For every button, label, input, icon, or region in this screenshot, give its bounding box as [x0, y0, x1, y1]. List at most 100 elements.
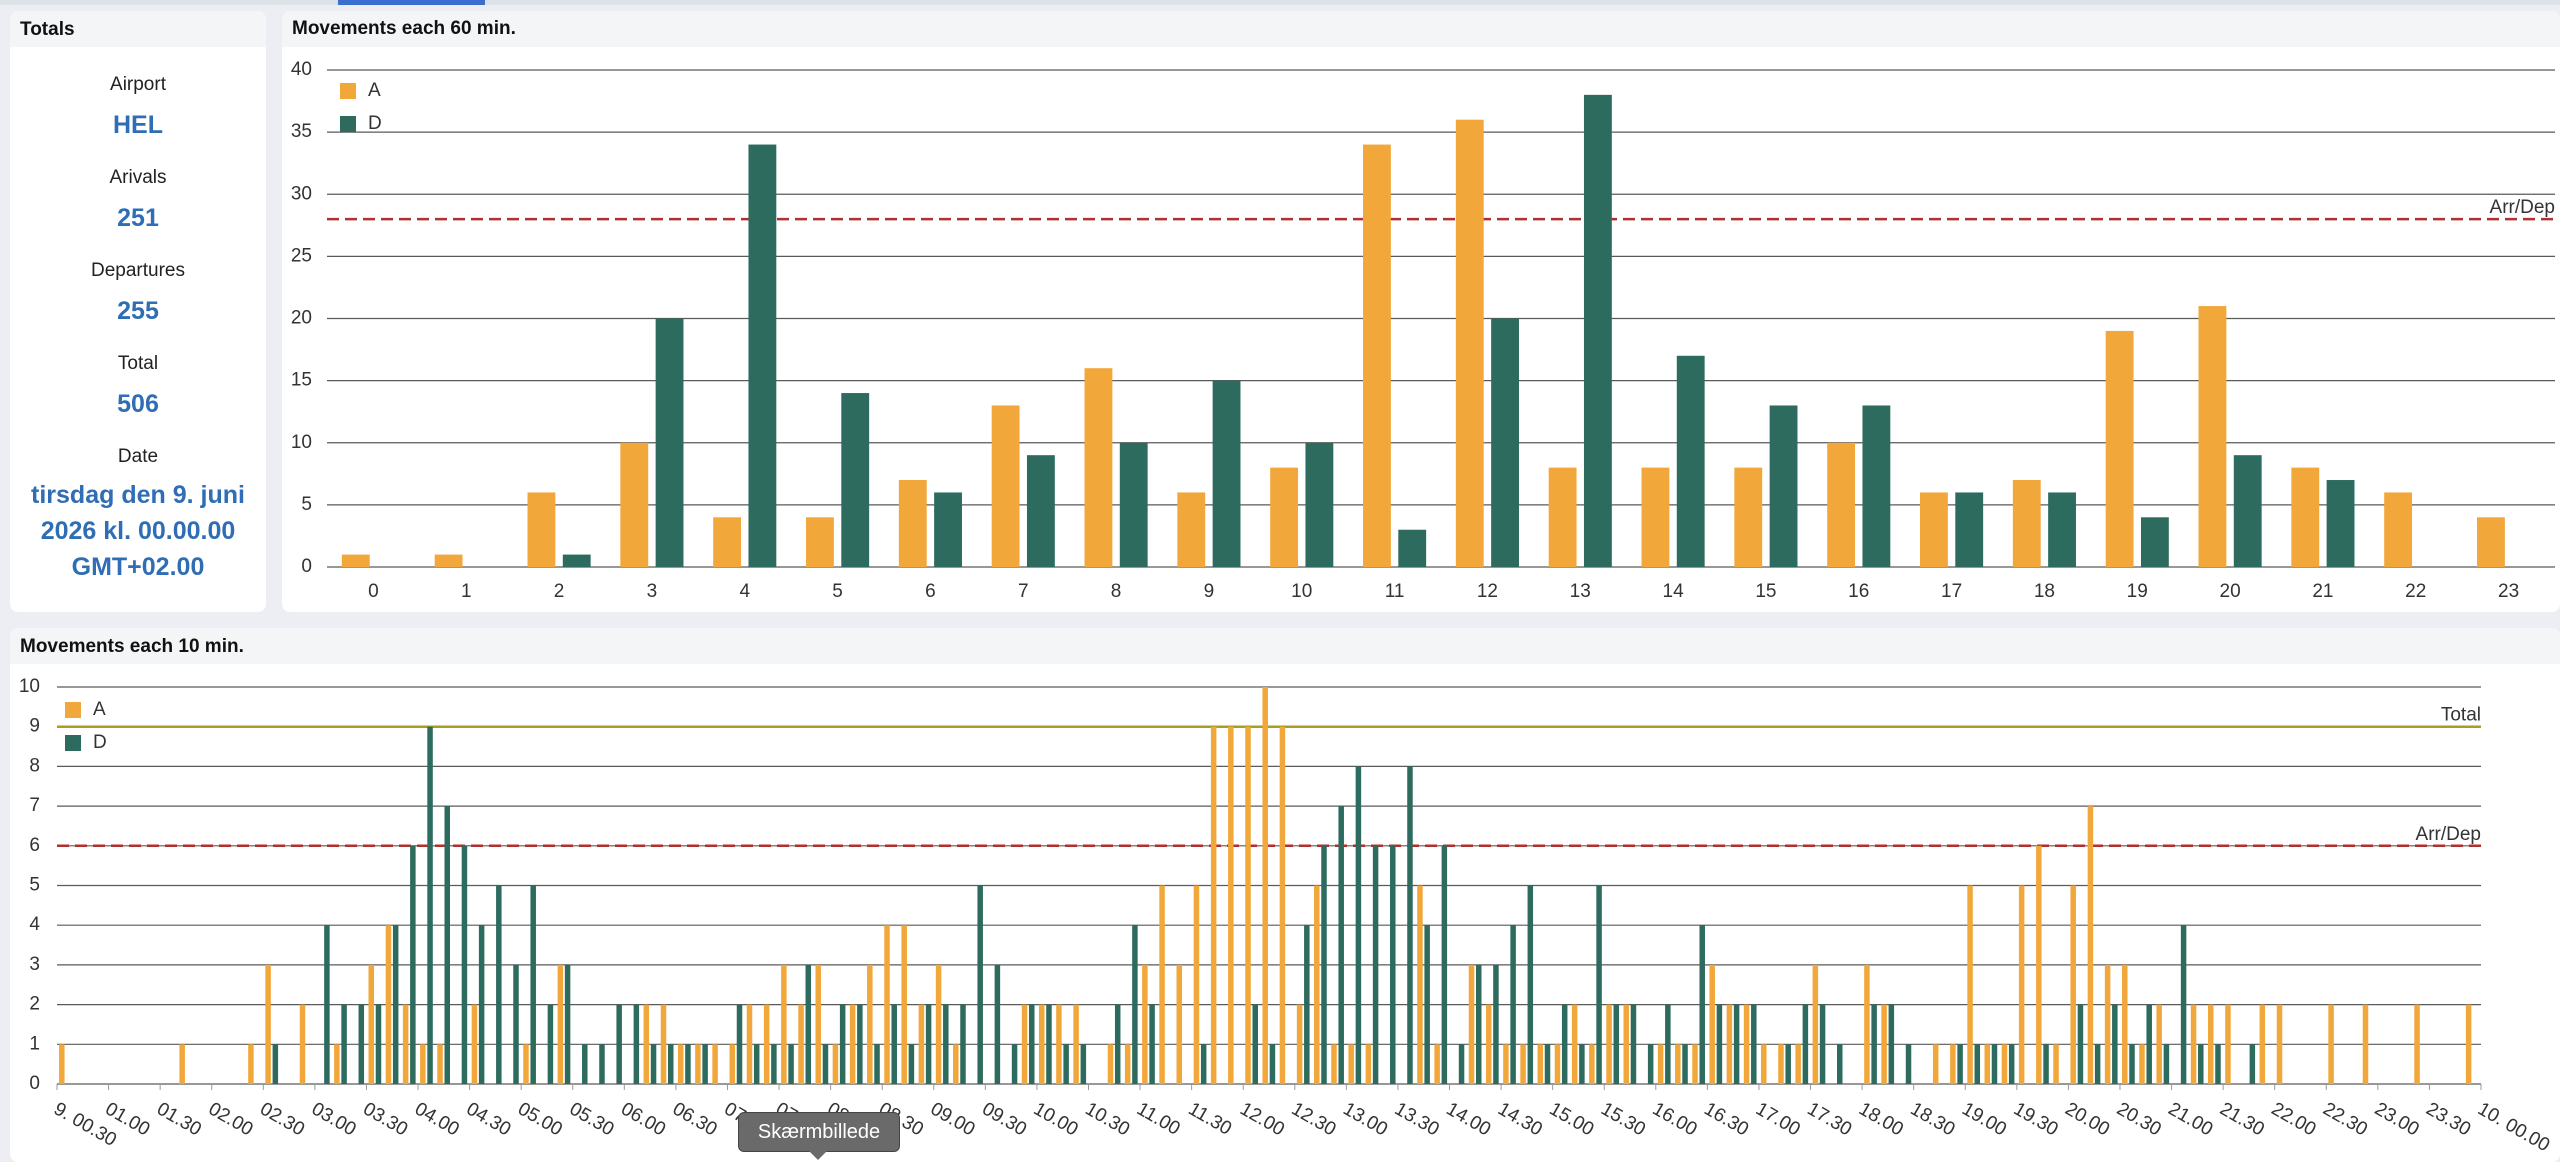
bar	[1212, 380, 1241, 567]
bar	[874, 1044, 880, 1084]
bar	[1441, 845, 1448, 1084]
x-tick-label: 2	[554, 581, 565, 602]
bar	[1038, 1004, 1045, 1084]
total-value: 506	[117, 390, 159, 418]
bar	[496, 885, 502, 1084]
bar	[943, 1004, 949, 1084]
bar	[1682, 1044, 1688, 1084]
x-tick-label: 23.30	[2422, 1098, 2474, 1140]
bar	[677, 1044, 684, 1084]
y-tick-label: 3	[29, 954, 40, 975]
bar	[341, 554, 370, 567]
bar	[385, 925, 392, 1084]
x-tick-label: 12	[1477, 581, 1498, 602]
bar	[908, 1044, 915, 1084]
x-tick-label: 17.00	[1752, 1098, 1804, 1140]
y-tick-label: 2	[29, 994, 40, 1015]
bar	[2198, 306, 2227, 567]
x-tick-label: 22.30	[2319, 1098, 2371, 1140]
bar	[1548, 467, 1577, 567]
bar	[1743, 1004, 1750, 1084]
bar	[1561, 1004, 1568, 1084]
bar	[1073, 1004, 1079, 1084]
bar	[530, 885, 536, 1084]
bar	[633, 1004, 640, 1084]
bar	[1176, 964, 1183, 1084]
x-tick-label: 02.30	[256, 1098, 308, 1140]
bar	[806, 517, 834, 567]
bar	[1579, 1044, 1585, 1084]
y-tick-label: 0	[29, 1073, 40, 1094]
y-tick-label: 10	[19, 676, 40, 697]
bar	[478, 925, 485, 1084]
bar	[1080, 1044, 1087, 1084]
y-tick-label: 10	[291, 432, 312, 453]
x-tick-label: 22.00	[2268, 1098, 2320, 1140]
y-tick-label: 0	[301, 556, 312, 577]
bar	[815, 964, 821, 1084]
bar	[2053, 1044, 2059, 1084]
legend-swatch	[65, 702, 81, 718]
bar	[179, 1044, 185, 1084]
bar	[1641, 467, 1670, 567]
bar	[2077, 1004, 2084, 1084]
x-tick-label: 18.30	[1907, 1098, 1959, 1140]
bar	[2215, 1044, 2221, 1084]
bar	[1210, 726, 1217, 1084]
bar	[991, 405, 1020, 567]
y-tick-label: 20	[291, 308, 312, 329]
bar	[798, 1004, 804, 1084]
x-tick-label: 04.30	[463, 1098, 515, 1140]
x-tick-label: 5	[832, 581, 843, 602]
x-tick-label: 16.30	[1700, 1098, 1752, 1140]
bar	[1269, 1044, 1276, 1084]
bar	[901, 925, 907, 1084]
x-tick-label: 10. 00.00	[2474, 1098, 2553, 1156]
x-tick-label: 02.00	[205, 1098, 257, 1140]
bar	[1455, 119, 1484, 567]
bar	[1124, 1044, 1131, 1084]
bar	[2233, 455, 2262, 567]
bar	[1056, 1004, 1062, 1084]
x-tick-label: 19	[2127, 581, 2148, 602]
bar	[1142, 964, 1148, 1084]
bar	[1228, 726, 1234, 1084]
bar	[2384, 492, 2413, 567]
bar	[2104, 964, 2111, 1084]
bar	[1114, 1004, 1121, 1084]
x-tick-label: 10	[1291, 581, 1312, 602]
bar	[2156, 1004, 2162, 1084]
legend-label: A	[368, 80, 381, 101]
bar	[2276, 1004, 2283, 1084]
bar	[736, 1004, 743, 1084]
chart-title: Movements each 60 min.	[292, 18, 516, 39]
bar	[1812, 964, 1819, 1084]
bar	[655, 318, 684, 567]
bar	[2122, 964, 2128, 1084]
bar	[1296, 1004, 1303, 1084]
x-tick-label: 15.30	[1597, 1098, 1649, 1140]
bar	[1491, 318, 1519, 567]
bar	[1520, 1044, 1526, 1084]
panel-header	[10, 628, 2560, 664]
total-value: 255	[117, 297, 159, 325]
bar	[523, 1044, 529, 1084]
bar	[753, 1044, 760, 1084]
x-tick-label: 11.00	[1133, 1098, 1183, 1139]
active-tab[interactable]	[338, 0, 485, 5]
bar	[599, 1044, 605, 1084]
y-tick-label: 30	[291, 183, 312, 204]
bar	[1314, 885, 1320, 1084]
bar	[1029, 1004, 1035, 1084]
bar	[2414, 1004, 2420, 1084]
bar	[660, 1004, 667, 1084]
bar	[1583, 94, 1612, 567]
bar	[402, 1004, 409, 1084]
bar	[1837, 1044, 1843, 1084]
total-label: Arivals	[109, 167, 167, 188]
x-tick-label: 18	[2034, 581, 2055, 602]
bar	[2012, 480, 2041, 567]
bar	[2094, 1044, 2101, 1084]
bar	[2105, 330, 2134, 567]
bar	[1554, 1044, 1561, 1084]
